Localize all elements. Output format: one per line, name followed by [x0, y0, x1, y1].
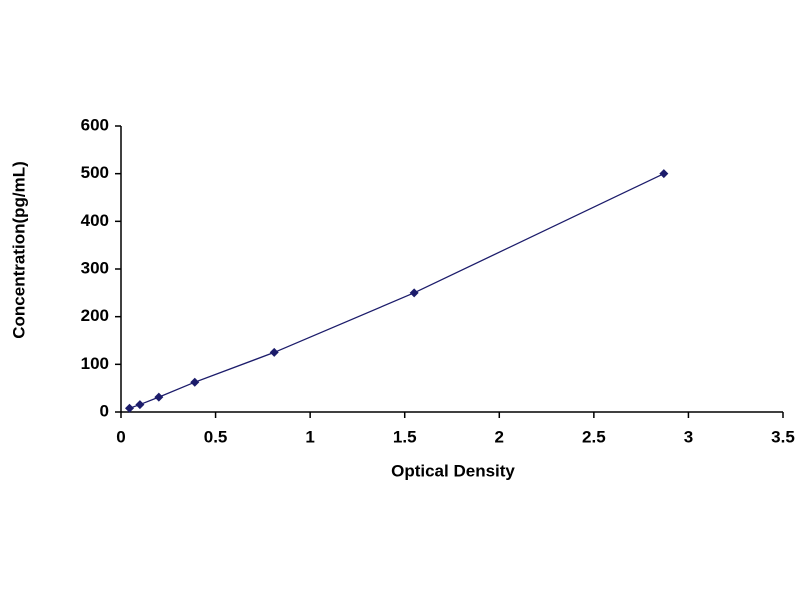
- x-tick-label: 3: [684, 427, 693, 446]
- x-tick-label: 1: [305, 427, 314, 446]
- y-tick-label: 200: [81, 306, 109, 325]
- data-point: [190, 377, 200, 387]
- data-point: [135, 400, 145, 410]
- data-point: [154, 392, 164, 402]
- data-point: [409, 288, 419, 298]
- x-tick-label: 0.5: [204, 427, 228, 446]
- y-tick-label: 600: [81, 115, 109, 134]
- y-axis-label: Concentration(pg/mL): [9, 161, 28, 339]
- data-point: [269, 347, 279, 357]
- y-tick-label: 500: [81, 163, 109, 182]
- x-tick-label: 2: [495, 427, 504, 446]
- data-point: [125, 403, 135, 413]
- x-tick-label: 0: [116, 427, 125, 446]
- data-point: [659, 169, 669, 179]
- x-tick-label: 1.5: [393, 427, 417, 446]
- x-tick-label: 3.5: [771, 427, 795, 446]
- y-tick-label: 0: [100, 401, 109, 420]
- x-tick-label: 2.5: [582, 427, 606, 446]
- y-tick-label: 400: [81, 211, 109, 230]
- y-tick-label: 300: [81, 258, 109, 277]
- x-axis-label: Optical Density: [391, 461, 515, 480]
- curve: [129, 173, 665, 409]
- y-tick-label: 100: [81, 354, 109, 373]
